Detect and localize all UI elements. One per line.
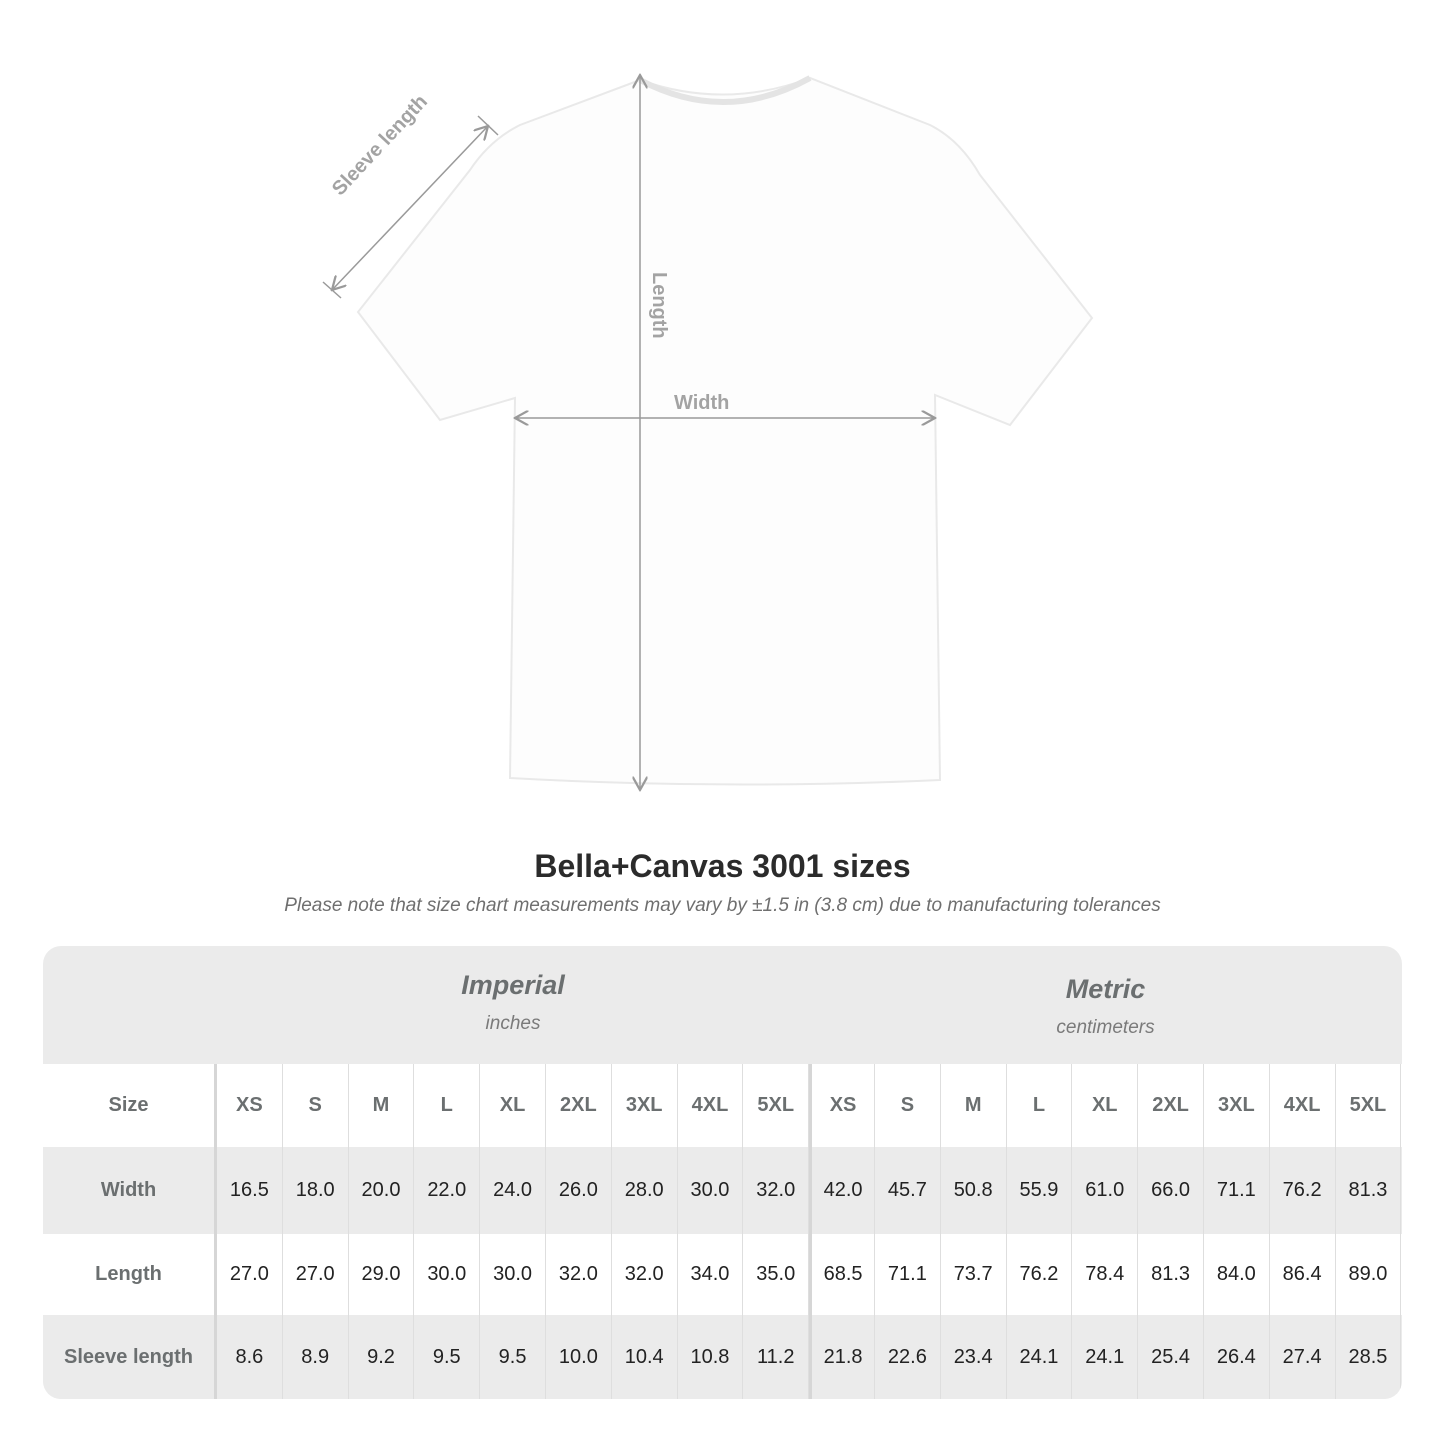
metric-value-cell: 81.3 <box>1138 1234 1204 1315</box>
length-label: Length <box>648 272 670 339</box>
metric-value-cell: 45.7 <box>875 1147 941 1234</box>
imperial-value-cell: 32.0 <box>546 1234 612 1315</box>
table-row-length: Length 27.0 27.0 29.0 30.0 30.0 32.0 32.0 34.0 35… <box>43 1234 1402 1315</box>
imperial-value-cell: 10.8 <box>678 1315 744 1399</box>
metric-unit: centimeters <box>1056 1017 1155 1038</box>
imperial-value-cell: 28.0 <box>612 1147 678 1234</box>
imperial-value-cell: 10.0 <box>546 1315 612 1399</box>
imperial-value-cell: 30.0 <box>678 1147 744 1234</box>
metric-value-cell: 21.8 <box>809 1315 875 1399</box>
metric-value-cell: 81.3 <box>1336 1147 1402 1234</box>
metric-value-cell: 42.0 <box>809 1147 875 1234</box>
metric-value-cell: 27.4 <box>1270 1315 1336 1399</box>
imperial-value-cell: 29.0 <box>349 1234 415 1315</box>
tshirt-diagram <box>322 0 1094 820</box>
metric-value-cell: 50.8 <box>941 1147 1007 1234</box>
metric-value-cell: 25.4 <box>1138 1315 1204 1399</box>
metric-value-cell: 24.1 <box>1007 1315 1073 1399</box>
metric-size-header: L <box>1007 1064 1073 1147</box>
sleeve-measure-line <box>332 126 488 290</box>
row-label: Length <box>43 1234 217 1315</box>
metric-value-cell: 24.1 <box>1072 1315 1139 1399</box>
imperial-size-header: 3XL <box>612 1064 678 1147</box>
metric-value-cell: 22.6 <box>875 1315 941 1399</box>
imperial-size-header: 4XL <box>678 1064 744 1147</box>
imperial-value-cell: 8.6 <box>217 1315 283 1399</box>
imperial-size-header: 5XL <box>743 1064 810 1147</box>
collar <box>638 75 812 105</box>
metric-value-cell: 66.0 <box>1138 1147 1204 1234</box>
imperial-value-cell: 22.0 <box>414 1147 481 1234</box>
metric-size-header: S <box>875 1064 941 1147</box>
imperial-size-header: M <box>349 1064 415 1147</box>
size-table: Imperial inches Metric centimeters Size X… <box>43 946 1402 1399</box>
row-label: Width <box>43 1147 217 1234</box>
metric-value-cell: 89.0 <box>1336 1234 1402 1315</box>
metric-size-header: 4XL <box>1270 1064 1336 1147</box>
metric-value-cell: 61.0 <box>1072 1147 1139 1234</box>
chart-title: Bella+Canvas 3001 sizes <box>534 848 911 884</box>
metric-value-cell: 76.2 <box>1007 1234 1073 1315</box>
imperial-value-cell: 27.0 <box>283 1234 349 1315</box>
metric-label: Metric <box>1065 974 1146 1004</box>
metric-value-cell: 55.9 <box>1007 1147 1073 1234</box>
metric-value-cell: 71.1 <box>1204 1147 1270 1234</box>
metric-value-cell: 26.4 <box>1204 1315 1270 1399</box>
metric-value-cell: 73.7 <box>941 1234 1007 1315</box>
width-label: Width <box>674 392 730 414</box>
imperial-value-cell: 27.0 <box>217 1234 283 1315</box>
metric-size-header: 3XL <box>1204 1064 1270 1147</box>
imperial-value-cell: 9.2 <box>349 1315 415 1399</box>
imperial-value-cell: 32.0 <box>612 1234 678 1315</box>
imperial-size-header: XS <box>217 1064 283 1147</box>
row-label: Sleeve length <box>43 1315 217 1399</box>
metric-size-header: 5XL <box>1336 1064 1402 1147</box>
imperial-value-cell: 9.5 <box>414 1315 481 1399</box>
tshirt-shape <box>356 76 1094 786</box>
metric-size-header: M <box>941 1064 1007 1147</box>
metric-value-cell: 28.5 <box>1336 1315 1402 1399</box>
imperial-value-cell: 32.0 <box>743 1147 810 1234</box>
metric-header: Metric centimeters <box>809 974 1402 1092</box>
imperial-value-cell: 26.0 <box>546 1147 612 1234</box>
imperial-value-cell: 11.2 <box>743 1315 810 1399</box>
imperial-value-cell: 10.4 <box>612 1315 678 1399</box>
metric-size-header: XL <box>1072 1064 1139 1147</box>
row-label: Size <box>43 1064 217 1147</box>
imperial-unit: inches <box>485 1013 541 1034</box>
metric-size-header: XS <box>809 1064 875 1147</box>
tolerance-note: Please note that size chart measurements… <box>284 895 1161 916</box>
metric-value-cell: 84.0 <box>1204 1234 1270 1315</box>
imperial-value-cell: 30.0 <box>414 1234 481 1315</box>
imperial-value-cell: 9.5 <box>480 1315 546 1399</box>
metric-value-cell: 71.1 <box>875 1234 941 1315</box>
table-row-width: Width 16.5 18.0 20.0 22.0 24.0 26.0 28.0 30.0 32.… <box>43 1147 1402 1234</box>
imperial-header: Imperial inches <box>217 970 809 1088</box>
metric-value-cell: 78.4 <box>1072 1234 1139 1315</box>
imperial-value-cell: 30.0 <box>480 1234 546 1315</box>
imperial-size-header: XL <box>480 1064 546 1147</box>
imperial-value-cell: 20.0 <box>349 1147 415 1234</box>
imperial-value-cell: 18.0 <box>283 1147 349 1234</box>
imperial-value-cell: 35.0 <box>743 1234 810 1315</box>
imperial-size-header: S <box>283 1064 349 1147</box>
imperial-value-cell: 16.5 <box>217 1147 283 1234</box>
imperial-value-cell: 8.9 <box>283 1315 349 1399</box>
imperial-value-cell: 24.0 <box>480 1147 546 1234</box>
metric-size-header: 2XL <box>1138 1064 1204 1147</box>
metric-value-cell: 86.4 <box>1270 1234 1336 1315</box>
imperial-size-header: L <box>414 1064 481 1147</box>
imperial-size-header: 2XL <box>546 1064 612 1147</box>
imperial-label: Imperial <box>461 970 565 1000</box>
imperial-value-cell: 34.0 <box>678 1234 744 1315</box>
size-header-row: Size XS S M L XL 2XL 3XL 4XL 5XL XS S M L XL 2XL 3XL 4XL 5… <box>43 1064 1402 1147</box>
metric-value-cell: 76.2 <box>1270 1147 1336 1234</box>
metric-value-cell: 23.4 <box>941 1315 1007 1399</box>
metric-value-cell: 68.5 <box>809 1234 875 1315</box>
table-row-sleeve-length: Sleeve length 8.6 8.9 9.2 9.5 9.5 10.0 10.4 10.8… <box>43 1315 1402 1399</box>
